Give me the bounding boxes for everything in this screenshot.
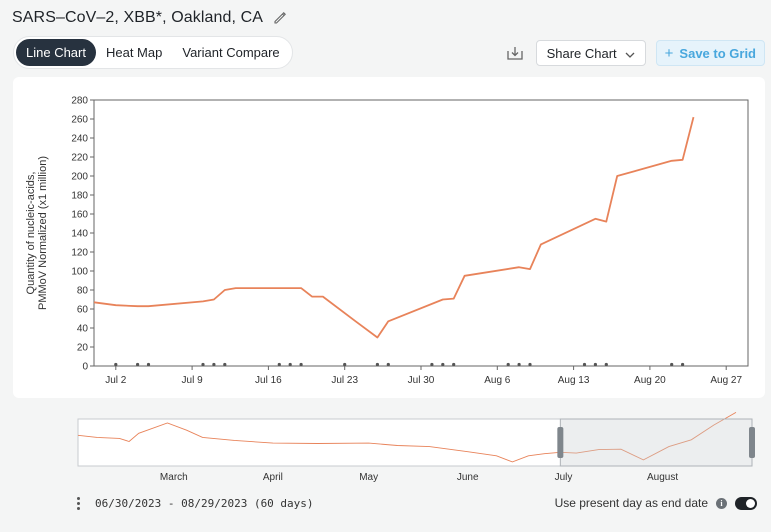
more-options-icon[interactable] xyxy=(77,496,83,510)
sample-marker xyxy=(517,362,521,367)
sample-marker xyxy=(604,362,608,367)
tab-variant-compare[interactable]: Variant Compare xyxy=(182,45,280,60)
share-chart-label: Share Chart xyxy=(546,45,617,61)
overview-month-label: August xyxy=(647,472,678,483)
pencil-icon[interactable] xyxy=(273,11,287,25)
sample-marker xyxy=(452,362,456,367)
tab-heat-map[interactable]: Heat Map xyxy=(105,45,163,60)
sample-marker xyxy=(386,362,390,367)
info-icon[interactable]: i xyxy=(716,497,727,509)
y-tick-label: 180 xyxy=(71,191,88,202)
sample-marker xyxy=(136,362,140,367)
present-day-toggle[interactable] xyxy=(735,496,757,510)
y-tick-label: 80 xyxy=(77,286,89,297)
date-range: 06/30/2023 - 08/29/2023 (60 days) xyxy=(95,496,314,510)
overview-line xyxy=(77,412,737,463)
y-tick-label: 200 xyxy=(71,172,88,183)
footer: 06/30/2023 - 08/29/2023 (60 days) Use pr… xyxy=(77,493,757,513)
sample-marker xyxy=(681,362,685,367)
overview-month-label: June xyxy=(457,472,479,483)
y-tick-label: 240 xyxy=(71,134,88,145)
share-chart-button[interactable]: Share Chart xyxy=(535,40,646,66)
save-to-grid-button[interactable]: + Save to Grid xyxy=(655,40,765,66)
x-tick-label: Aug 20 xyxy=(634,375,666,386)
x-tick-label: Aug 6 xyxy=(484,375,511,386)
sample-marker xyxy=(430,362,434,367)
sample-marker xyxy=(299,362,303,367)
x-tick-label: Jul 30 xyxy=(408,375,435,386)
y-tick-label: 60 xyxy=(77,305,89,316)
y-tick-label: 220 xyxy=(71,153,88,164)
sample-marker xyxy=(212,362,216,367)
sample-marker xyxy=(528,362,532,367)
plus-icon: + xyxy=(664,44,674,62)
sample-marker xyxy=(114,362,118,367)
x-tick-label: Aug 27 xyxy=(710,375,742,386)
sample-marker xyxy=(506,362,510,367)
y-tick-label: 280 xyxy=(71,96,88,107)
y-tick-label: 260 xyxy=(71,115,88,126)
x-tick-label: Jul 16 xyxy=(255,375,282,386)
chart-card: 0 20 40 60 80 100 120 140 160 180 200 220 240 260 280 J… xyxy=(13,77,765,398)
y-tick-label: 20 xyxy=(77,343,89,354)
tab-line-chart[interactable]: Line Chart xyxy=(16,39,96,66)
x-tick-label: Jul 9 xyxy=(182,375,204,386)
x-tick-label: Jul 23 xyxy=(331,375,358,386)
save-to-grid-label: Save to Grid xyxy=(679,45,756,61)
y-axis-label: Quantity of nucleic-acids,PMMoV Normaliz… xyxy=(25,156,49,310)
line-chart[interactable]: 0 20 40 60 80 100 120 140 160 180 200 220 240 260 280 J… xyxy=(13,77,765,398)
y-tick-label: 120 xyxy=(71,248,88,259)
sample-marker xyxy=(343,362,347,367)
overview-month-label: April xyxy=(263,472,283,483)
download-icon[interactable] xyxy=(504,42,526,64)
sample-marker xyxy=(288,362,292,367)
chart-tabs: Line Chart Heat Map Variant Compare xyxy=(13,36,293,69)
page-title: SARS–CoV–2, XBB*, Oakland, CA xyxy=(12,9,264,26)
title-row: SARS–CoV–2, XBB*, Oakland, CA xyxy=(12,9,287,27)
sample-marker xyxy=(201,362,205,367)
sample-marker xyxy=(223,362,227,367)
x-tick-label: Aug 13 xyxy=(558,375,590,386)
sample-marker xyxy=(582,362,587,367)
x-tick-label: Jul 2 xyxy=(105,375,127,386)
present-day-label: Use present day as end date xyxy=(554,496,708,510)
present-day-option: Use present day as end date i xyxy=(555,496,757,510)
overview-right-handle xyxy=(749,427,755,458)
overview-left-handle xyxy=(557,427,564,458)
overview-month-label: March xyxy=(160,472,188,483)
sample-marker xyxy=(277,362,281,367)
overview-navigator[interactable]: March April May June July August xyxy=(0,410,771,490)
series-line xyxy=(93,116,695,339)
y-axis-label-line1: Quantity of nucleic-acids, xyxy=(25,172,37,295)
overview-month-label: July xyxy=(555,472,573,483)
y-tick-label: 100 xyxy=(71,267,88,278)
chevron-down-icon xyxy=(625,46,635,61)
sample-marker xyxy=(375,362,379,367)
sample-marker xyxy=(146,362,151,367)
plot-frame xyxy=(93,99,749,367)
y-tick-label: 40 xyxy=(77,324,89,335)
y-tick-label: 140 xyxy=(71,229,88,240)
y-tick-label: 0 xyxy=(82,362,88,373)
sample-marker xyxy=(441,362,445,367)
overview-month-label: May xyxy=(359,472,378,483)
sample-marker xyxy=(670,362,674,367)
y-axis-label-line2: PMMoV Normalized (x1 million) xyxy=(37,156,49,310)
toolbar: Share Chart + Save to Grid xyxy=(504,40,765,66)
sample-marker xyxy=(593,362,598,367)
y-tick-label: 160 xyxy=(71,210,88,221)
overview-selection xyxy=(559,418,753,467)
